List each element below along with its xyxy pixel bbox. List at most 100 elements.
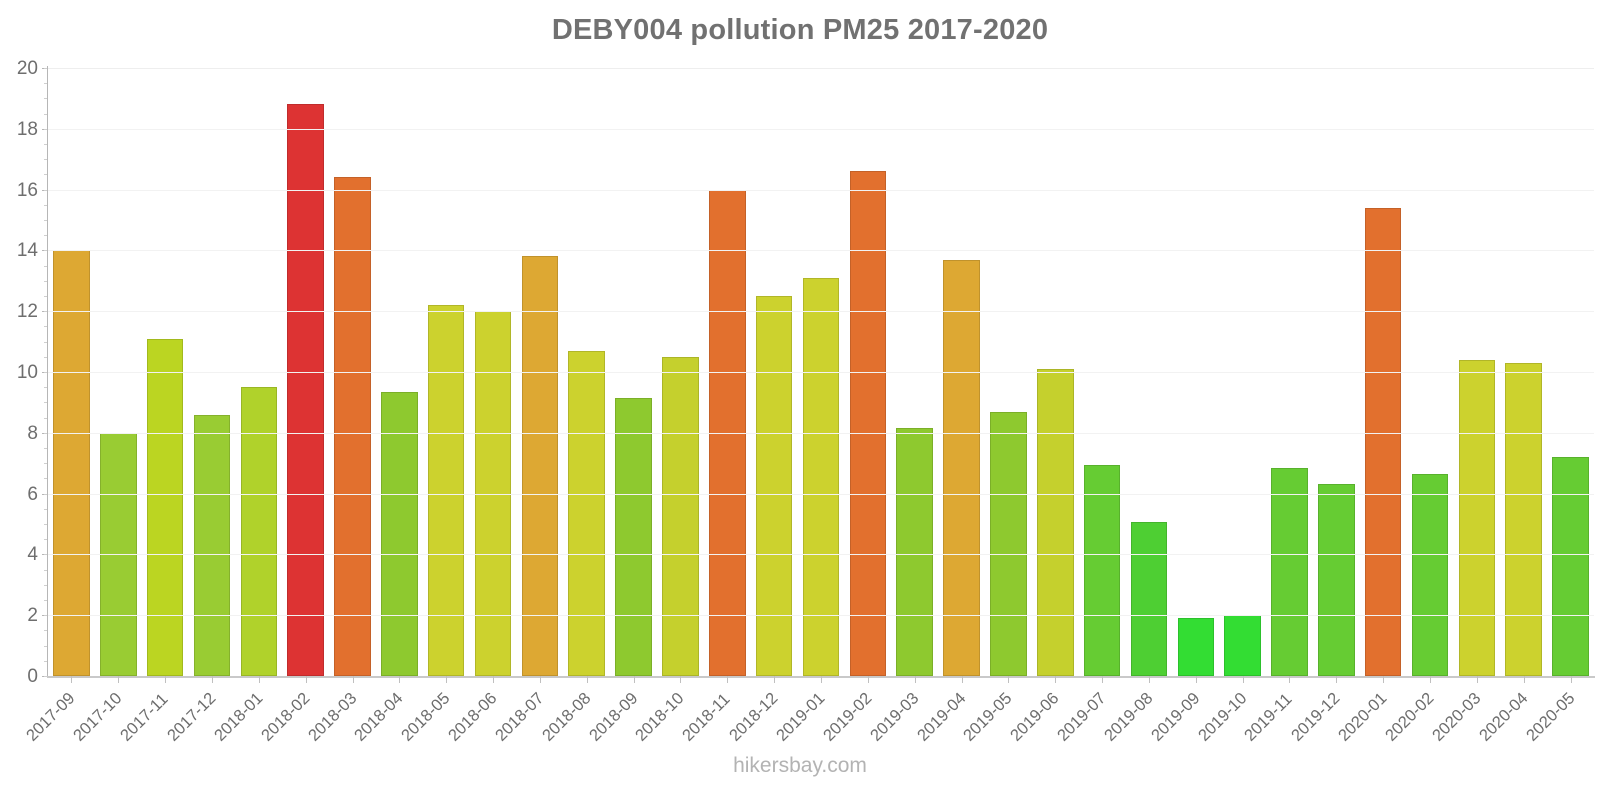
y-axis-minor-tick — [44, 128, 48, 130]
x-axis-tick-mark — [165, 676, 167, 683]
gridline — [48, 372, 1594, 373]
x-axis-tick-label: 2018-12 — [726, 689, 782, 745]
bar[interactable] — [755, 296, 793, 676]
x-axis-tick-label: 2018-11 — [679, 690, 734, 745]
bar[interactable] — [427, 305, 465, 676]
y-axis-minor-tick — [44, 524, 48, 525]
gridline — [48, 432, 1594, 434]
y-axis-minor-tick — [44, 280, 48, 282]
y-axis-minor-tick — [44, 660, 48, 662]
gridline — [48, 189, 1594, 191]
x-axis-tick-label: 2019-09 — [1147, 689, 1204, 745]
y-axis-minor-tick — [44, 250, 48, 252]
y-axis-minor-tick — [44, 630, 48, 632]
y-axis-minor-tick — [44, 235, 48, 237]
y-axis-tick-label: 16 — [16, 179, 38, 201]
bar[interactable] — [146, 338, 184, 676]
y-axis-minor-tick — [44, 372, 48, 373]
y-axis-minor-tick — [44, 463, 48, 465]
bar[interactable] — [1364, 207, 1402, 676]
y-axis-tick-label: 12 — [16, 301, 38, 323]
bar[interactable] — [53, 250, 90, 676]
x-axis-tick-mark — [821, 676, 822, 683]
gridline — [48, 250, 1594, 252]
x-axis-tick-mark — [867, 676, 869, 683]
bar[interactable] — [849, 171, 887, 676]
bar[interactable] — [1458, 359, 1496, 676]
y-axis-minor-tick — [44, 493, 48, 495]
x-axis-tick-label: 2018-08 — [538, 689, 595, 745]
bar[interactable] — [193, 414, 231, 676]
x-axis-tick-mark — [1055, 676, 1057, 683]
bar[interactable] — [1552, 457, 1589, 676]
bar[interactable] — [568, 350, 606, 676]
y-axis-minor-tick — [44, 676, 48, 677]
chart-title: DEBY004 pollution PM25 2017-2020 — [551, 14, 1049, 46]
x-axis-tick-label: 2019-12 — [1288, 689, 1344, 745]
x-axis-labels: 2017-09 2017-10 2017-11 2017-12 2018-01 2018-… — [23, 676, 1594, 794]
bar[interactable] — [615, 397, 652, 676]
x-axis-tick-label: 2018-09 — [585, 689, 642, 745]
y-axis-tick-label: 18 — [16, 118, 38, 140]
gridline — [48, 615, 1594, 617]
bar[interactable] — [1505, 362, 1542, 676]
x-axis-tick-mark — [399, 676, 401, 683]
bar[interactable] — [1271, 467, 1308, 676]
bar[interactable] — [381, 391, 418, 676]
bar[interactable] — [1318, 484, 1355, 676]
bar[interactable] — [334, 177, 371, 676]
y-axis-minor-tick — [44, 600, 48, 601]
y-axis-minor-tick — [44, 113, 48, 115]
y-axis-minor-tick — [44, 584, 48, 586]
x-axis-tick-label: 2019-05 — [960, 689, 1016, 745]
y-axis-minor-tick — [44, 265, 48, 267]
y-axis-tick-label: 10 — [16, 362, 38, 383]
y-axis-minor-tick — [44, 539, 48, 541]
x-axis-tick-label: 2018-07 — [491, 689, 548, 745]
x-axis-tick-mark — [586, 676, 588, 683]
bar[interactable] — [896, 428, 933, 676]
bar[interactable] — [802, 277, 840, 676]
bar[interactable] — [1130, 522, 1168, 676]
y-axis-minor-tick — [44, 478, 48, 480]
y-axis-minor-tick — [44, 356, 48, 358]
source-watermark: hikersbay.com — [733, 754, 867, 777]
x-axis-tick-label: 2017-11 — [117, 690, 172, 745]
x-axis-tick-label: 2019-01 — [772, 689, 829, 745]
x-axis-tick-mark — [961, 676, 963, 683]
y-axis-line — [47, 66, 48, 678]
x-axis-tick-mark — [633, 676, 635, 683]
bar[interactable] — [990, 411, 1027, 676]
y-axis-minor-tick — [44, 144, 48, 145]
y-axis-tick-label: 20 — [16, 58, 38, 79]
x-axis-tick-mark — [1148, 676, 1150, 683]
bar[interactable] — [1224, 615, 1261, 676]
bar[interactable] — [521, 256, 559, 676]
y-axis-minor-tick — [44, 554, 48, 556]
bar[interactable] — [1083, 464, 1121, 676]
x-axis-tick-label: 2018-01 — [210, 689, 267, 745]
bar[interactable] — [287, 104, 324, 676]
bar[interactable] — [1036, 368, 1074, 676]
y-axis-minor-tick — [44, 508, 48, 510]
x-axis-tick-mark — [352, 676, 354, 683]
x-axis-tick-label: 2018-04 — [351, 689, 407, 745]
bar[interactable] — [1411, 473, 1449, 676]
y-axis-minor-tick — [44, 326, 48, 328]
x-axis-tick-mark — [446, 676, 448, 683]
x-axis-tick-label: 2019-03 — [866, 689, 923, 745]
x-axis-tick-mark — [1523, 676, 1525, 683]
bar[interactable] — [662, 356, 699, 676]
bar[interactable] — [240, 387, 278, 676]
x-axis-tick-label: 2019-02 — [819, 689, 876, 745]
x-axis-tick-label: 2018-10 — [632, 689, 688, 745]
x-axis-tick-mark — [1383, 676, 1385, 683]
y-axis-minor-tick — [44, 341, 48, 343]
bar[interactable] — [943, 259, 980, 676]
y-axis-minor-tick — [44, 189, 48, 191]
bar[interactable] — [1177, 618, 1215, 676]
x-axis-tick-label: 2019-08 — [1100, 689, 1157, 745]
x-axis-tick-mark — [493, 676, 495, 683]
x-axis-tick-label: 2019-10 — [1194, 689, 1251, 745]
